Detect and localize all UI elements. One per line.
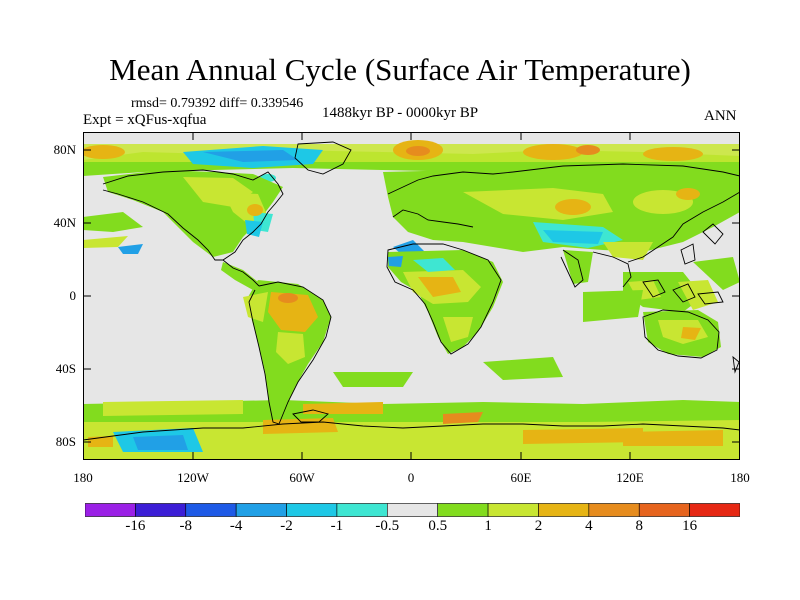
colorbar-label: 16 [682, 518, 698, 534]
colorbar-label: -2 [280, 518, 293, 534]
colorbar-box [588, 503, 640, 517]
lon-label-180w: 180 [73, 470, 93, 485]
colorbar-label: -4 [229, 518, 243, 534]
lon-label-180e: 180 [730, 470, 750, 485]
colorbar-label: -16 [125, 518, 146, 534]
colorbar-box [286, 503, 338, 517]
lat-label-40n: 40N [53, 215, 76, 230]
colorbar-label: -0.5 [375, 518, 400, 534]
map-panel [83, 132, 740, 460]
colorbar-box [437, 503, 489, 517]
colorbar-box [85, 503, 136, 517]
colorbar-label: -8 [179, 518, 193, 534]
colorbar-box [487, 503, 539, 517]
colorbar-box [235, 503, 287, 517]
lon-label-0: 0 [407, 470, 415, 485]
lon-label-120w: 120W [177, 470, 209, 485]
colorbar-label: 0.5 [428, 518, 448, 534]
lat-label-80s: 80S [55, 434, 76, 449]
colorbar-box [135, 503, 187, 517]
chart-title: Mean Annual Cycle (Surface Air Temperatu… [109, 52, 691, 87]
lat-label-40s: 40S [55, 361, 76, 376]
colorbar-label: 4 [585, 518, 593, 534]
axis-ticks [83, 132, 740, 460]
colorbar-box [638, 503, 690, 517]
colorbar-box [538, 503, 590, 517]
colorbar-label: 8 [635, 518, 643, 534]
lon-label-120e: 120E [616, 470, 644, 485]
rmsd-diff-stats: rmsd= 0.79392 diff= 0.339546 [131, 96, 304, 111]
colorbar-box [185, 503, 237, 517]
lat-label-0: 0 [69, 288, 77, 303]
lat-label-80n: 80N [53, 142, 76, 157]
season-label: ANN [704, 108, 737, 124]
colorbar-box [689, 503, 740, 517]
colorbar-label: 1 [484, 518, 492, 534]
world-map [83, 132, 740, 460]
lon-label-60w: 60W [289, 470, 315, 485]
anomaly-field [83, 140, 740, 460]
colorbar-box [387, 503, 438, 517]
colorbar-label: -1 [330, 518, 344, 534]
colorbar-box [336, 503, 388, 517]
coastlines [83, 141, 740, 441]
experiment-label: Expt = xQFus-xqfua [83, 112, 207, 128]
colorbar [85, 503, 740, 517]
time-period: 1488kyr BP - 0000kyr BP [322, 105, 479, 121]
colorbar-label: 2 [534, 518, 543, 534]
lon-label-60e: 60E [510, 470, 532, 485]
